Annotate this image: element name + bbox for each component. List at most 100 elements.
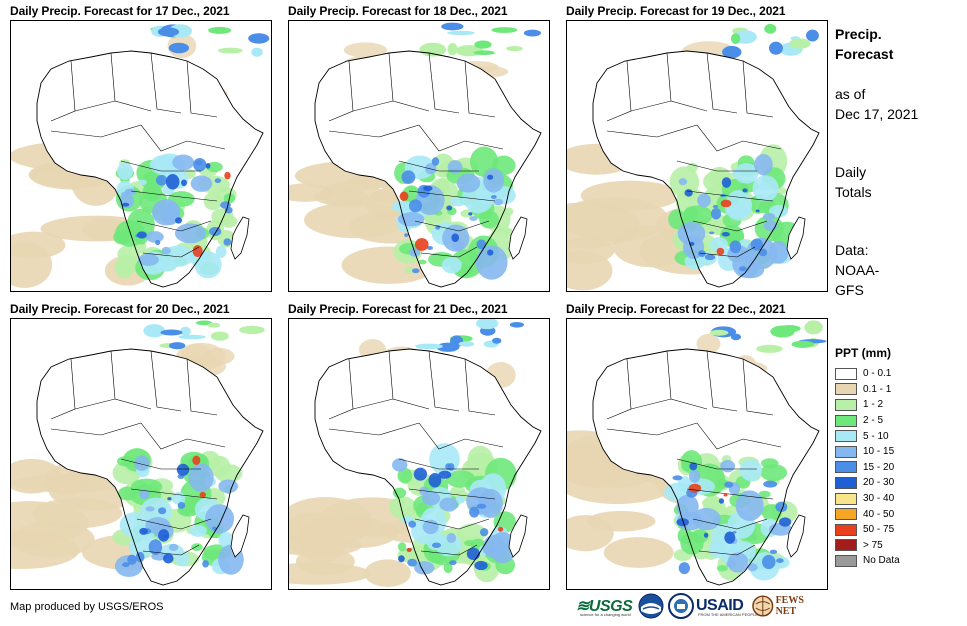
precip-patch [720,459,736,473]
precip-patch [155,239,161,246]
precip-patch [716,247,725,256]
precip-patch [175,217,182,224]
country-border [464,358,496,416]
country-border [328,422,420,436]
precip-patch [191,543,203,551]
precip-patch [493,198,504,206]
precip-patch [474,560,488,571]
precip-patch [163,553,174,564]
legend-item: 2 - 5 [835,413,900,429]
precip-map [567,21,827,291]
precip-patch [758,490,771,498]
legend-label: 30 - 40 [863,493,895,505]
precip-patch [190,175,213,192]
daily-totals-label: Daily Totals [835,162,872,202]
country-border [676,458,757,470]
precip-patch [680,531,704,555]
precip-patch [756,344,783,353]
precip-patch [208,26,232,34]
drizzle-patch [11,241,53,288]
precip-patch [178,334,206,340]
precip-patch [678,178,688,186]
precip-patch [718,498,725,504]
country-border [630,398,672,410]
totals-label: Totals [835,184,872,200]
precip-patch [723,493,728,497]
country-border [120,160,201,172]
precip-patch [212,526,217,531]
country-border [428,52,460,114]
precip-patch [768,41,783,55]
precip-patch [769,549,778,555]
precip-patch [143,324,166,338]
precip-patch [137,253,159,266]
madagascar [786,216,806,260]
precip-patch [401,170,416,184]
precip-patch [455,495,465,504]
precip-patch [720,199,732,208]
precip-patch [218,479,239,494]
precip-patch [157,27,180,37]
country-border [74,398,116,410]
legend-label: 40 - 50 [863,508,895,520]
drizzle-patch [603,537,674,568]
precip-patch [192,455,201,466]
country-border [136,220,212,232]
precip-patch [678,562,690,575]
precip-patch [446,533,457,544]
precip-patch [478,489,503,518]
precip-patch [422,519,439,535]
country-border [706,52,738,114]
usgs-logo: ≋USGS science for a changing world [576,592,633,620]
precip-patch [479,528,489,537]
precip-patch [726,560,737,568]
usaid-tagline: FROM THE AMERICAN PEOPLE [698,612,758,617]
precip-patch [447,30,476,36]
drizzle-patch [343,42,388,58]
legend-title: PPT (mm) [835,346,892,360]
usgs-tagline: science for a changing world [580,612,631,617]
precip-patch [752,175,779,202]
precip-patch [458,341,475,347]
precip-patch [169,342,186,350]
legend-label: No Data [863,555,900,567]
precip-patch [415,343,443,350]
legend-label: 1 - 2 [863,399,884,411]
precip-patch [117,486,137,501]
precip-patch [473,50,495,56]
legend-label: 10 - 15 [863,446,895,458]
country-border [686,488,774,500]
precip-patch [188,463,214,492]
legend-item: 0 - 0.1 [835,366,900,382]
precip-patch [145,506,155,512]
forecast-title-line1: Precip. [835,26,882,42]
precip-patch [476,239,487,250]
map-frame [288,20,550,292]
precip-patch [152,199,181,226]
precip-patch [469,216,478,221]
precip-patch [688,483,702,493]
precip-patch [239,325,265,335]
precip-patch [491,27,518,33]
legend-item: 0.1 - 1 [835,382,900,398]
legend-item: 20 - 30 [835,475,900,491]
panel-title: Daily Precip. Forecast for 18 Dec., 2021 [288,4,508,18]
forecast-panel-21-dec: Daily Precip. Forecast for 21 Dec., 2021 [288,302,550,590]
precip-patch [155,174,168,186]
precip-patch [523,29,541,37]
precip-patch [775,501,788,513]
precip-patch [677,221,706,246]
precip-patch [506,46,523,52]
legend-swatch [835,430,857,443]
precip-patch [446,205,453,211]
precip-patch [174,223,207,244]
precip-patch [739,266,747,272]
precip-patch [223,238,232,246]
precip-patch [209,226,222,237]
precip-patch [676,518,689,527]
precip-patch [404,233,409,237]
precip-patch [447,42,458,56]
africa-coastline [592,50,820,288]
map-credit: Map produced by USGS/EROS [10,601,164,613]
country-border [686,190,774,202]
